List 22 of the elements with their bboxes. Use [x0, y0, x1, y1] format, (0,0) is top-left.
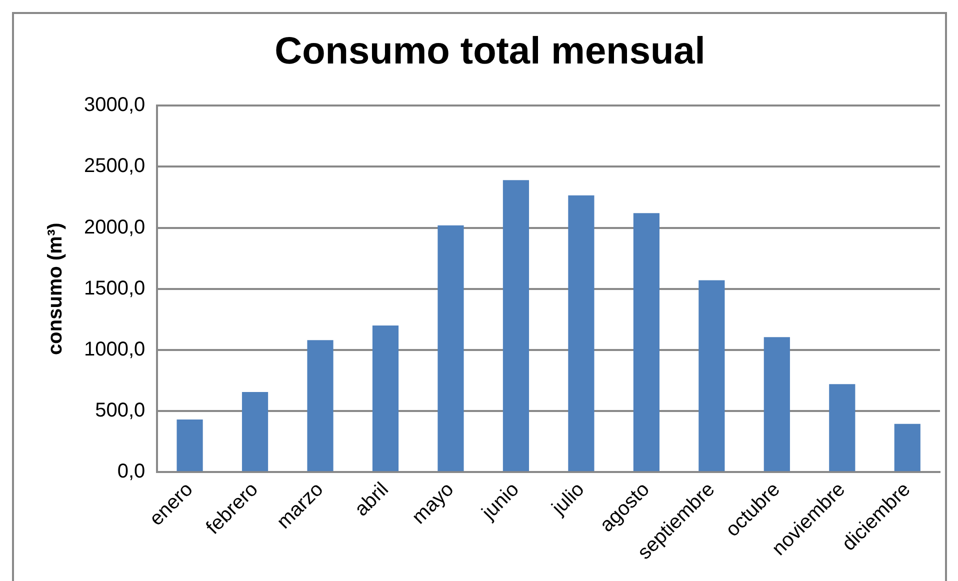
y-tick-label: 1500,0: [84, 277, 146, 300]
bar: [502, 180, 530, 472]
bar: [438, 225, 464, 472]
chart-title: Consumo total mensual: [274, 30, 706, 72]
bar: [633, 213, 660, 472]
y-tick-label: 0,0: [117, 460, 146, 483]
bar: [568, 195, 594, 472]
bar: [176, 420, 203, 472]
bar: [307, 340, 334, 472]
y-tick-label: 2500,0: [84, 155, 146, 178]
bar: [894, 424, 920, 472]
y-tick-label: 1000,0: [84, 338, 146, 360]
bar: [242, 392, 268, 472]
x-tick-label: julio: [547, 478, 589, 520]
bar: [698, 280, 725, 472]
bar: [372, 325, 399, 472]
bar: [829, 384, 856, 472]
y-axis-title: consumo (m³): [44, 222, 67, 355]
bar: [764, 337, 790, 472]
y-tick-label: 2000,0: [84, 216, 146, 238]
y-tick-label: 3000,0: [84, 94, 146, 116]
y-tick-label: 500,0: [95, 400, 146, 422]
